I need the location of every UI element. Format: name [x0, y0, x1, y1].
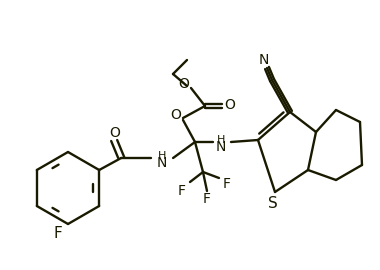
Text: N: N	[259, 53, 269, 67]
Text: H: H	[158, 151, 166, 161]
Text: F: F	[178, 184, 186, 198]
Text: O: O	[110, 126, 120, 140]
Text: F: F	[54, 227, 62, 241]
Text: F: F	[223, 177, 231, 191]
Text: S: S	[268, 195, 278, 211]
Text: F: F	[203, 192, 211, 206]
Text: H: H	[217, 135, 225, 145]
Text: N: N	[157, 156, 167, 170]
Text: O: O	[179, 77, 190, 91]
Text: O: O	[171, 108, 181, 122]
Text: N: N	[216, 140, 226, 154]
Text: O: O	[225, 98, 236, 112]
